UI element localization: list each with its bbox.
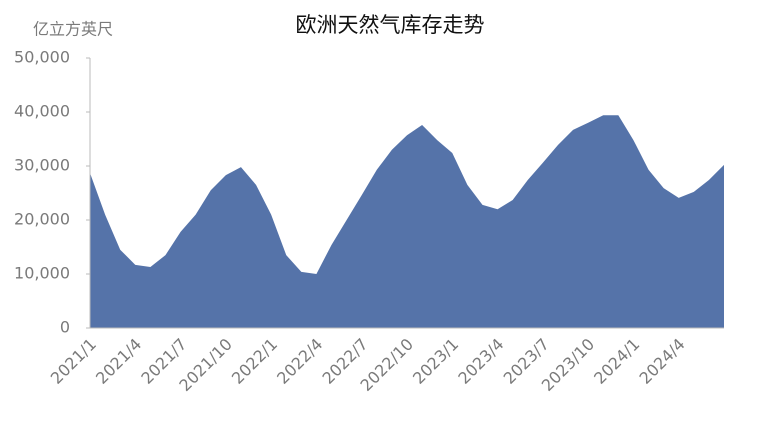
x-tick-label: 2021/4: [92, 335, 145, 388]
y-tick-label: 50,000: [14, 48, 70, 67]
x-tick-label: 2022/1: [228, 335, 281, 388]
x-tick-label: 2023/4: [454, 335, 507, 388]
x-tick-label: 2021/1: [47, 335, 100, 388]
y-tick-label: 10,000: [14, 264, 70, 283]
y-tick-label: 30,000: [14, 156, 70, 175]
y-tick-label: 20,000: [14, 210, 70, 229]
area: [90, 115, 724, 329]
y-axis-label: 亿立方英尺: [33, 20, 113, 39]
x-tick-label: 2022/4: [273, 335, 326, 388]
x-tick-label: 2024/4: [635, 335, 688, 388]
x-tick-label: 2023/1: [409, 335, 462, 388]
y-tick-label: 40,000: [14, 102, 70, 121]
x-tick-label: 2024/1: [590, 335, 643, 388]
chart-title: 欧洲天然气库存走势: [296, 13, 485, 37]
y-tick-label: 0: [60, 318, 70, 337]
